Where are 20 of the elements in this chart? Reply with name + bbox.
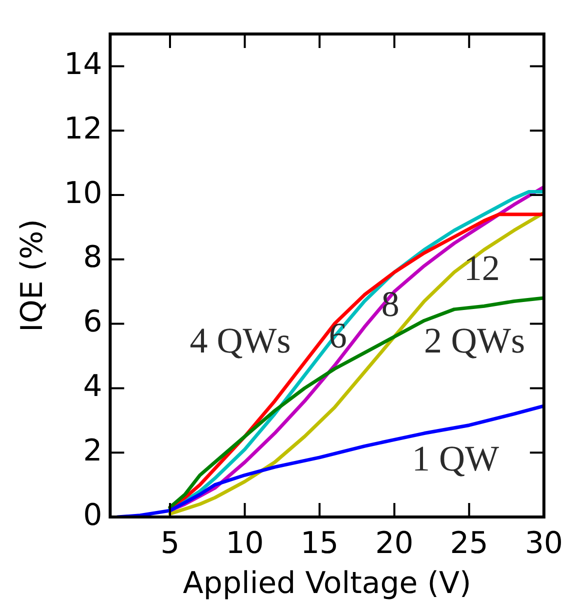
x-axis-title: Applied Voltage (V)	[182, 566, 472, 601]
series-label: 2 QWs	[424, 320, 526, 361]
y-tick-label: 14	[64, 46, 102, 82]
x-tick-label: 30	[524, 526, 564, 561]
x-tick-label: 15	[300, 526, 339, 561]
x-tick-label: 20	[375, 526, 414, 561]
y-tick-label: 12	[64, 111, 102, 146]
series-label: 12	[464, 248, 500, 288]
x-tick-label: 25	[450, 526, 488, 561]
y-tick-label: 10	[64, 176, 102, 211]
y-tick-label: 0	[83, 498, 102, 533]
x-tick-label: 5	[160, 526, 180, 561]
y-tick-label: 4	[83, 368, 102, 404]
y-tick-label: 6	[83, 304, 102, 340]
y-tick-label: 2	[83, 433, 102, 468]
y-tick-label: 8	[83, 240, 102, 276]
y-axis-title: IQE (%)	[14, 219, 50, 332]
series-label: 1 QW	[412, 438, 499, 478]
x-tick-label: 10	[226, 526, 264, 561]
series-label: 4 QWs	[190, 320, 291, 361]
